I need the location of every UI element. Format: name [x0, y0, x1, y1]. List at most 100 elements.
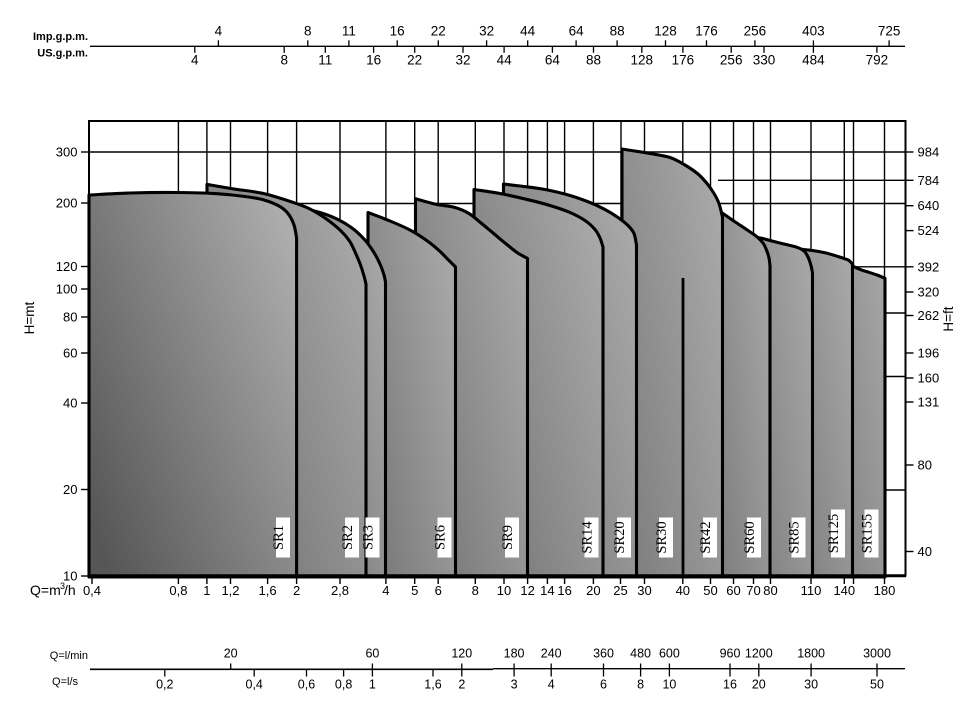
svg-text:SR60: SR60	[742, 521, 758, 553]
svg-text:64: 64	[569, 24, 585, 39]
svg-text:14: 14	[540, 583, 554, 598]
svg-text:180: 180	[504, 647, 525, 661]
svg-text:2: 2	[293, 583, 300, 598]
svg-text:SR42: SR42	[698, 521, 714, 553]
svg-text:0,2: 0,2	[156, 678, 173, 692]
svg-text:600: 600	[659, 647, 680, 661]
svg-text:360: 360	[593, 647, 614, 661]
svg-text:1,6: 1,6	[424, 678, 441, 692]
svg-text:US.g.p.m.: US.g.p.m.	[37, 48, 88, 60]
svg-text:44: 44	[497, 53, 513, 68]
svg-text:200: 200	[56, 196, 78, 211]
svg-text:256: 256	[744, 24, 767, 39]
svg-text:64: 64	[545, 53, 561, 68]
svg-text:0,8: 0,8	[169, 583, 187, 598]
svg-text:110: 110	[801, 583, 822, 598]
svg-text:SR85: SR85	[787, 521, 803, 553]
svg-text:10: 10	[497, 583, 511, 598]
svg-text:392: 392	[918, 259, 940, 274]
svg-text:524: 524	[918, 223, 940, 238]
svg-text:176: 176	[695, 24, 718, 39]
svg-text:160: 160	[918, 371, 940, 386]
svg-text:SR20: SR20	[612, 521, 628, 553]
svg-text:2: 2	[458, 678, 465, 692]
svg-text:60: 60	[63, 346, 77, 361]
svg-text:131: 131	[918, 395, 940, 410]
svg-text:Q=l/s: Q=l/s	[52, 676, 78, 688]
svg-text:40: 40	[676, 583, 690, 598]
svg-text:4: 4	[215, 24, 223, 39]
svg-text:640: 640	[918, 198, 940, 213]
svg-text:16: 16	[723, 678, 737, 692]
svg-text:/h: /h	[64, 582, 76, 598]
svg-text:32: 32	[455, 53, 470, 68]
svg-text:128: 128	[631, 53, 654, 68]
svg-text:16: 16	[557, 583, 571, 598]
svg-text:10: 10	[63, 569, 77, 584]
svg-text:120: 120	[451, 647, 472, 661]
svg-text:60: 60	[726, 583, 740, 598]
svg-text:100: 100	[56, 282, 78, 297]
svg-text:32: 32	[479, 24, 494, 39]
svg-text:2,8: 2,8	[331, 583, 349, 598]
svg-text:11: 11	[318, 53, 332, 68]
svg-text:25: 25	[613, 583, 627, 598]
svg-text:11: 11	[342, 24, 356, 39]
svg-text:784: 784	[918, 173, 940, 188]
svg-text:SR155: SR155	[860, 514, 876, 554]
svg-text:8: 8	[304, 24, 312, 39]
svg-text:40: 40	[63, 396, 77, 411]
svg-text:0,8: 0,8	[335, 678, 352, 692]
svg-text:16: 16	[390, 24, 405, 39]
svg-text:H=ft: H=ft	[941, 306, 956, 331]
svg-text:3000: 3000	[863, 647, 891, 661]
svg-text:0,6: 0,6	[298, 678, 315, 692]
svg-text:3: 3	[60, 581, 65, 591]
svg-text:960: 960	[720, 647, 741, 661]
svg-text:140: 140	[833, 583, 855, 598]
svg-text:1: 1	[203, 583, 210, 598]
svg-text:4: 4	[382, 583, 389, 598]
svg-text:20: 20	[63, 482, 77, 497]
svg-text:3: 3	[511, 678, 518, 692]
svg-text:88: 88	[610, 24, 625, 39]
svg-text:SR30: SR30	[654, 521, 670, 553]
svg-text:792: 792	[866, 53, 889, 68]
svg-text:SR2: SR2	[340, 525, 356, 550]
svg-text:725: 725	[878, 24, 901, 39]
svg-text:80: 80	[763, 583, 777, 598]
svg-text:SR125: SR125	[826, 514, 842, 554]
svg-text:SR6: SR6	[433, 525, 449, 550]
svg-text:SR1: SR1	[271, 525, 287, 550]
svg-text:80: 80	[918, 458, 932, 473]
svg-text:4: 4	[548, 678, 555, 692]
svg-text:22: 22	[407, 53, 422, 68]
svg-text:60: 60	[365, 647, 379, 661]
svg-text:484: 484	[802, 53, 825, 68]
svg-text:128: 128	[654, 24, 677, 39]
svg-text:44: 44	[520, 24, 536, 39]
svg-text:50: 50	[870, 678, 884, 692]
svg-text:SR3: SR3	[361, 525, 377, 550]
svg-text:1800: 1800	[797, 647, 825, 661]
svg-text:40: 40	[918, 544, 932, 559]
svg-text:30: 30	[637, 583, 651, 598]
svg-text:176: 176	[672, 53, 695, 68]
svg-text:5: 5	[411, 583, 418, 598]
svg-text:H=mt: H=mt	[22, 301, 37, 334]
svg-text:0,4: 0,4	[83, 583, 101, 598]
svg-text:320: 320	[918, 285, 940, 300]
svg-text:20: 20	[224, 647, 238, 661]
svg-text:1: 1	[369, 678, 376, 692]
svg-text:Q=m: Q=m	[30, 582, 61, 598]
svg-text:SR14: SR14	[580, 521, 596, 554]
svg-text:120: 120	[56, 259, 78, 274]
svg-text:20: 20	[586, 583, 600, 598]
svg-text:0,4: 0,4	[246, 678, 263, 692]
svg-text:8: 8	[472, 583, 479, 598]
svg-text:Q=l/min: Q=l/min	[50, 650, 88, 662]
svg-text:22: 22	[431, 24, 446, 39]
svg-text:984: 984	[918, 145, 940, 160]
svg-text:10: 10	[662, 678, 676, 692]
svg-text:8: 8	[280, 53, 288, 68]
